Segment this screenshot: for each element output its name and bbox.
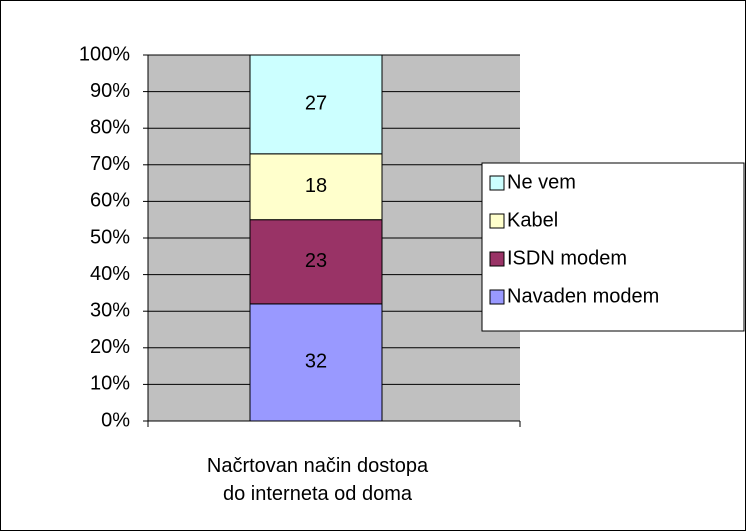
- data-label: 27: [305, 93, 327, 115]
- data-label: 32: [305, 351, 327, 373]
- y-tick-label: 40%: [90, 263, 130, 285]
- y-tick-label: 70%: [90, 153, 130, 175]
- y-tick-label: 20%: [90, 336, 130, 358]
- bar-segment: [249, 153, 383, 221]
- y-tick-label: 60%: [90, 190, 130, 212]
- y-tick-label: 10%: [90, 373, 130, 395]
- legend-swatch: [489, 175, 505, 191]
- bar-segment: [249, 54, 383, 155]
- bar-segment: [249, 219, 383, 305]
- bar-segment: [249, 303, 383, 422]
- legend-label: ISDN modem: [507, 247, 627, 269]
- legend-swatch: [489, 213, 505, 229]
- y-tick-label: 100%: [79, 43, 130, 65]
- legend-swatch: [489, 289, 505, 305]
- y-tick-label: 30%: [90, 299, 130, 321]
- legend-label: Ne vem: [507, 171, 576, 193]
- legend-box: [481, 162, 745, 332]
- legend-label: Navaden modem: [507, 285, 659, 307]
- y-tick-label: 50%: [90, 226, 130, 248]
- legend-label: Kabel: [507, 209, 558, 231]
- x-tick-label: Načrtovan način dostopa do interneta od …: [206, 455, 429, 505]
- y-tick-label: 90%: [90, 80, 130, 102]
- legend-swatch: [489, 251, 505, 267]
- y-tick-label: 80%: [90, 116, 130, 138]
- y-tick-label: 0%: [101, 409, 130, 431]
- data-label: 18: [305, 175, 327, 197]
- data-label: 23: [305, 250, 327, 272]
